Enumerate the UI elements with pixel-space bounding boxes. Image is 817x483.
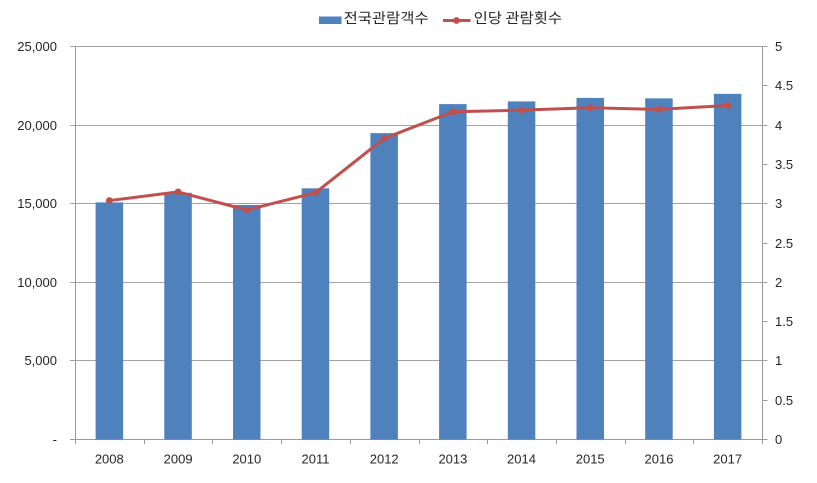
svg-text:25,000: 25,000 xyxy=(17,39,57,54)
svg-text:2016: 2016 xyxy=(645,452,674,467)
svg-text:3.5: 3.5 xyxy=(775,157,793,172)
svg-text:2010: 2010 xyxy=(232,452,261,467)
svg-text:1: 1 xyxy=(775,353,782,368)
svg-text:0.5: 0.5 xyxy=(775,393,793,408)
svg-text:4: 4 xyxy=(775,118,782,133)
svg-text:2009: 2009 xyxy=(164,452,193,467)
svg-text:2013: 2013 xyxy=(438,452,467,467)
svg-text:1.5: 1.5 xyxy=(775,314,793,329)
svg-text:2.5: 2.5 xyxy=(775,236,793,251)
svg-text:3: 3 xyxy=(775,196,782,211)
svg-text:4.5: 4.5 xyxy=(775,78,793,93)
svg-text:15,000: 15,000 xyxy=(17,196,57,211)
svg-text:2017: 2017 xyxy=(713,452,742,467)
svg-text:-: - xyxy=(53,432,57,447)
svg-text:2: 2 xyxy=(775,275,782,290)
svg-text:2015: 2015 xyxy=(576,452,605,467)
svg-text:10,000: 10,000 xyxy=(17,275,57,290)
svg-text:2008: 2008 xyxy=(95,452,124,467)
svg-text:20,000: 20,000 xyxy=(17,118,57,133)
svg-text:2014: 2014 xyxy=(507,452,536,467)
svg-text:5,000: 5,000 xyxy=(24,353,57,368)
svg-text:2011: 2011 xyxy=(302,452,330,467)
svg-text:5: 5 xyxy=(775,39,782,54)
svg-text:2012: 2012 xyxy=(370,452,399,467)
svg-text:0: 0 xyxy=(775,432,782,447)
